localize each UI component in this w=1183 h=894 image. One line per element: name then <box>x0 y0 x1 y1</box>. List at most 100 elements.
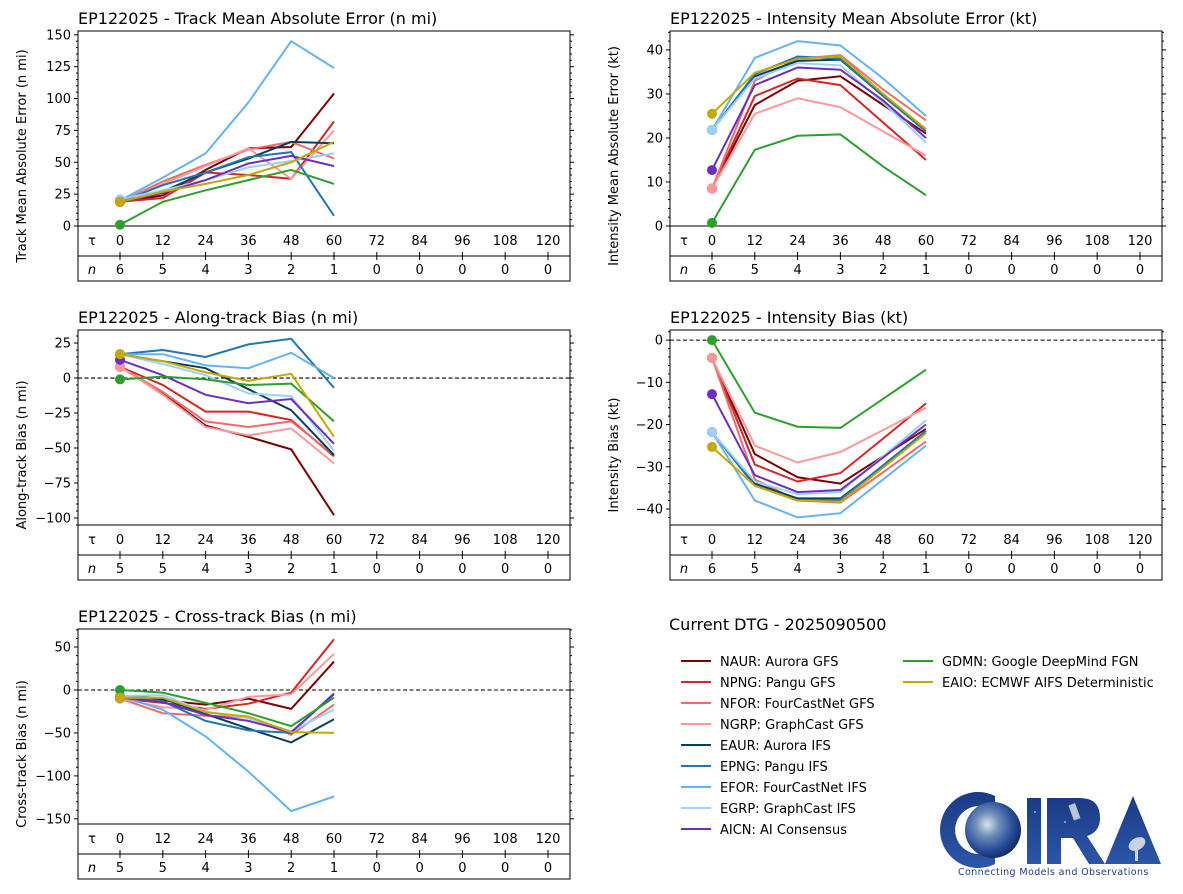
tau-row-label: τ <box>88 234 96 249</box>
legend-label: EGRP: GraphCast IFS <box>720 802 856 817</box>
legend: NAUR: Aurora GFS NPNG: Pangu GFS NFOR: Fou… <box>681 655 1154 838</box>
series-line-gdmn <box>119 689 335 728</box>
marker-ngrp <box>707 352 717 363</box>
series-line-eaio <box>119 353 335 438</box>
y-tick-label: 25 <box>54 337 71 352</box>
legend-item-eaur: EAUR: Aurora IFS <box>681 739 831 754</box>
y-tick-label: −20 <box>636 418 663 433</box>
n-count-label: 0 <box>1007 263 1015 278</box>
n-count-label: 5 <box>116 861 124 876</box>
n-count-label: 0 <box>501 263 509 278</box>
marker-gdmn <box>707 217 717 228</box>
chart-panels: EP122025 - Track Mean Absolute Error (n … <box>15 9 1166 880</box>
n-row-frame <box>77 554 571 581</box>
x-tick-label: 12 <box>155 832 172 847</box>
current-dtg-label: Current DTG - 2025090500 <box>669 615 886 634</box>
legend-label: NAUR: Aurora GFS <box>720 655 838 670</box>
series-line-gdmn <box>711 133 927 224</box>
x-tick-label: 0 <box>708 234 716 249</box>
y-tick-label: 50 <box>54 156 71 171</box>
x-tick-label: 84 <box>411 832 428 847</box>
y-tick-label: 100 <box>46 92 71 107</box>
marker-aicn <box>707 165 717 176</box>
n-count-label: 0 <box>373 562 381 577</box>
n-count-label: 4 <box>201 562 209 577</box>
x-tick-label: 12 <box>155 533 172 548</box>
x-tick-label: 60 <box>326 533 343 548</box>
x-tick-label: 24 <box>197 533 214 548</box>
n-count-label: 2 <box>287 861 295 876</box>
x-tick-label: 36 <box>240 533 257 548</box>
n-count-label: 4 <box>201 861 209 876</box>
legend-label: NGRP: GraphCast GFS <box>720 718 864 733</box>
legend-label: AICN: AI Consensus <box>720 823 847 838</box>
y-tick-label: 75 <box>54 124 71 139</box>
series-line-naur <box>119 92 335 203</box>
x-tick-label: 24 <box>789 234 806 249</box>
x-tick-label: 72 <box>369 533 386 548</box>
n-count-label: 1 <box>922 562 930 577</box>
y-tick-label: 30 <box>646 87 663 102</box>
x-tick-label: 36 <box>832 234 849 249</box>
legend-item-egrp: EGRP: GraphCast IFS <box>681 802 856 817</box>
legend-label: EFOR: FourCastNet IFS <box>720 781 867 796</box>
plot-frame <box>77 628 571 825</box>
logo-letter-c <box>940 792 995 868</box>
n-count-label: 5 <box>751 562 759 577</box>
n-count-label: 2 <box>879 263 887 278</box>
chart-intensity-bias: EP122025 - Intensity Bias (kt) Intensity … <box>607 308 1166 581</box>
x-tick-label: 108 <box>493 234 518 249</box>
x-tick-label: 120 <box>536 234 561 249</box>
star <box>1114 831 1116 833</box>
chart-title: EP122025 - Along-track Bias (n mi) <box>78 308 358 327</box>
n-count-label: 6 <box>708 263 716 278</box>
y-tick-label: 40 <box>646 43 663 58</box>
n-count-label: 3 <box>244 562 252 577</box>
y-tick-label: 50 <box>54 641 71 656</box>
y-tick-label: 0 <box>63 683 71 698</box>
series-line-egrp <box>711 62 927 144</box>
y-axis-label: Intensity Mean Absolute Error (kt) <box>607 46 622 266</box>
radar-dish-stand <box>1135 847 1138 861</box>
chart-along-track-bias: EP122025 - Along-track Bias (n mi) Along-… <box>15 308 574 581</box>
y-tick-label: −75 <box>44 477 71 492</box>
n-count-label: 4 <box>793 263 801 278</box>
n-row-frame <box>77 853 571 880</box>
x-tick-label: 60 <box>326 234 343 249</box>
tau-row-label: τ <box>88 832 96 847</box>
series-line-gdmn <box>119 168 335 226</box>
x-tick-label: 24 <box>197 832 214 847</box>
y-tick-label: −40 <box>636 502 663 517</box>
marker-gdmn <box>115 219 125 230</box>
x-tick-label: 48 <box>875 234 892 249</box>
series-line-eaio <box>711 432 927 503</box>
marker-aicn <box>707 389 717 400</box>
n-count-label: 0 <box>1050 562 1058 577</box>
n-count-label: 0 <box>544 861 552 876</box>
n-count-label: 5 <box>159 861 167 876</box>
legend-label: EAUR: Aurora IFS <box>720 739 831 754</box>
series-line-efor <box>119 695 335 813</box>
legend-item-nfor: NFOR: FourCastNet GFS <box>681 697 875 712</box>
series-line-ngrp <box>119 129 335 203</box>
n-row-label: n <box>88 861 96 876</box>
logo-letter-i <box>1027 798 1041 864</box>
y-tick-label: 10 <box>646 175 663 190</box>
tau-row-label: τ <box>680 234 688 249</box>
series-line-efor <box>119 39 335 202</box>
x-tick-label: 48 <box>283 234 300 249</box>
x-tick-label: 120 <box>1128 234 1153 249</box>
x-tick-label: 36 <box>832 533 849 548</box>
n-count-label: 1 <box>330 562 338 577</box>
n-count-label: 6 <box>116 263 124 278</box>
y-tick-label: 0 <box>655 334 663 349</box>
n-count-label: 0 <box>458 263 466 278</box>
x-tick-label: 96 <box>1046 533 1063 548</box>
n-count-label: 0 <box>965 263 973 278</box>
n-row-label: n <box>88 263 96 278</box>
earth-globe-icon <box>965 802 1021 858</box>
radar-dish-icon <box>1128 837 1146 851</box>
n-count-label: 5 <box>159 263 167 278</box>
x-tick-label: 72 <box>369 832 386 847</box>
